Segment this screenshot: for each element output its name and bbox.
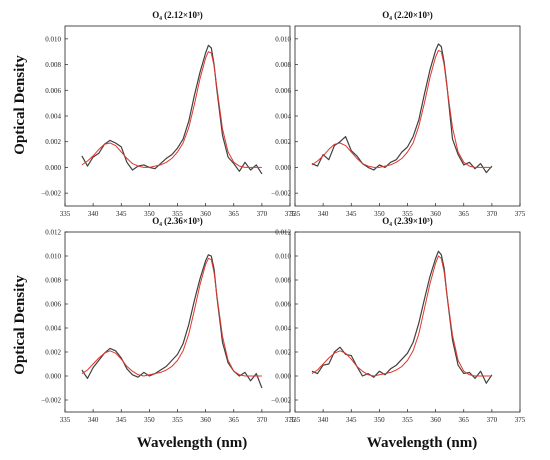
fitted-spectrum-line	[81, 257, 262, 377]
measured-spectrum-line	[311, 43, 493, 174]
spectrum-panel: 335 340 345 350 355 360 365 370 375 −0.002 0.000 0.…	[41, 10, 295, 218]
x-tick-label: 350	[144, 416, 155, 424]
x-tick-label: 355	[172, 210, 183, 218]
x-tick-label: 375	[285, 416, 296, 424]
y-tick-label: 0.006	[275, 301, 291, 309]
x-tick-label: 350	[374, 210, 385, 218]
y-axis-label: Optical Density	[12, 55, 28, 155]
y-tick-label: 0.004	[45, 113, 61, 121]
measured-spectrum-line	[81, 254, 263, 389]
y-tick-label: 0.002	[275, 138, 291, 146]
y-tick-label: 0.004	[275, 325, 291, 333]
fitted-spectrum-line	[81, 51, 262, 168]
x-tick-label: 355	[172, 416, 183, 424]
x-tick-label: 345	[346, 416, 357, 424]
y-tick-label: 0.006	[45, 301, 61, 309]
y-tick-label: 0.006	[45, 87, 61, 95]
y-tick-label: 0.010	[45, 253, 61, 261]
x-tick-label: 360	[430, 210, 441, 218]
y-tick-label: 0.008	[275, 61, 291, 69]
y-axis-label: Optical Density	[12, 275, 28, 375]
fitted-spectrum-line	[311, 49, 492, 168]
x-tick-label: 350	[144, 210, 155, 218]
y-tick-label: 0.002	[45, 349, 61, 357]
y-tick-label: 0.000	[45, 164, 61, 172]
y-tick-label: 0.008	[275, 277, 291, 285]
y-tick-label: 0.000	[275, 164, 291, 172]
x-tick-label: 365	[229, 210, 240, 218]
y-tick-label: 0.012	[275, 229, 291, 237]
measured-spectrum-line	[81, 44, 263, 175]
x-tick-label: 370	[257, 416, 268, 424]
y-tick-label: 0.004	[275, 113, 291, 121]
x-tick-label: 345	[116, 210, 127, 218]
x-tick-label: 355	[402, 416, 413, 424]
plot-frame	[64, 25, 291, 207]
x-tick-label: 340	[88, 210, 99, 218]
plot-frame	[294, 25, 521, 207]
x-tick-label: 360	[200, 416, 211, 424]
y-tick-label: 0.002	[45, 138, 61, 146]
x-tick-label: 360	[430, 416, 441, 424]
y-tick-label: 0.008	[45, 277, 61, 285]
y-tick-label: 0.010	[275, 253, 291, 261]
x-tick-label: 350	[374, 416, 385, 424]
panel-title: O₄ (2.39×10³)	[382, 216, 433, 226]
x-tick-label: 365	[229, 416, 240, 424]
fitted-spectrum-line	[311, 255, 492, 377]
y-tick-label: −0.002	[271, 397, 291, 405]
plot-frame	[64, 231, 291, 413]
y-tick-label: 0.002	[275, 349, 291, 357]
y-tick-label: −0.002	[41, 190, 61, 198]
spectrum-panel: 335 340 345 350 355 360 365 370 375 −0.002 0.000 0.…	[271, 10, 525, 218]
x-tick-label: 360	[200, 210, 211, 218]
spectrum-panel: 335 340 345 350 355 360 365 370 375 −0.002 0.000 0.…	[271, 216, 525, 424]
panel-title: O₄ (2.36×10³)	[152, 216, 203, 226]
x-tick-label: 370	[487, 210, 498, 218]
y-tick-label: −0.002	[271, 190, 291, 198]
x-tick-label: 370	[487, 416, 498, 424]
y-tick-label: 0.012	[45, 229, 61, 237]
plot-frame	[294, 231, 521, 413]
y-tick-label: −0.002	[41, 397, 61, 405]
measured-spectrum-line	[311, 250, 493, 384]
x-tick-label: 365	[459, 416, 470, 424]
x-tick-label: 345	[116, 416, 127, 424]
x-tick-label: 335	[290, 416, 301, 424]
y-tick-label: 0.000	[45, 373, 61, 381]
x-tick-label: 365	[459, 210, 470, 218]
x-axis-label: Wavelength (nm)	[367, 435, 477, 451]
y-tick-label: 0.006	[275, 87, 291, 95]
spectrum-panel: 335 340 345 350 355 360 365 370 375 −0.002 0.000 0.…	[41, 216, 295, 424]
x-tick-label: 375	[515, 210, 526, 218]
y-tick-label: 0.010	[275, 35, 291, 43]
x-axis-label: Wavelength (nm)	[137, 435, 247, 451]
x-tick-label: 355	[402, 210, 413, 218]
x-tick-label: 375	[515, 416, 526, 424]
y-tick-label: 0.004	[45, 325, 61, 333]
panel-title: O₄ (2.12×10³)	[152, 10, 203, 20]
x-tick-label: 370	[257, 210, 268, 218]
x-tick-label: 345	[346, 210, 357, 218]
panel-title: O₄ (2.20×10³)	[382, 10, 433, 20]
x-tick-label: 375	[285, 210, 296, 218]
y-tick-label: 0.000	[275, 373, 291, 381]
x-tick-label: 335	[60, 416, 71, 424]
x-tick-label: 335	[290, 210, 301, 218]
x-tick-label: 340	[318, 416, 329, 424]
y-tick-label: 0.008	[45, 61, 61, 69]
x-tick-label: 340	[88, 416, 99, 424]
x-tick-label: 335	[60, 210, 71, 218]
y-tick-label: 0.010	[45, 35, 61, 43]
x-tick-label: 340	[318, 210, 329, 218]
